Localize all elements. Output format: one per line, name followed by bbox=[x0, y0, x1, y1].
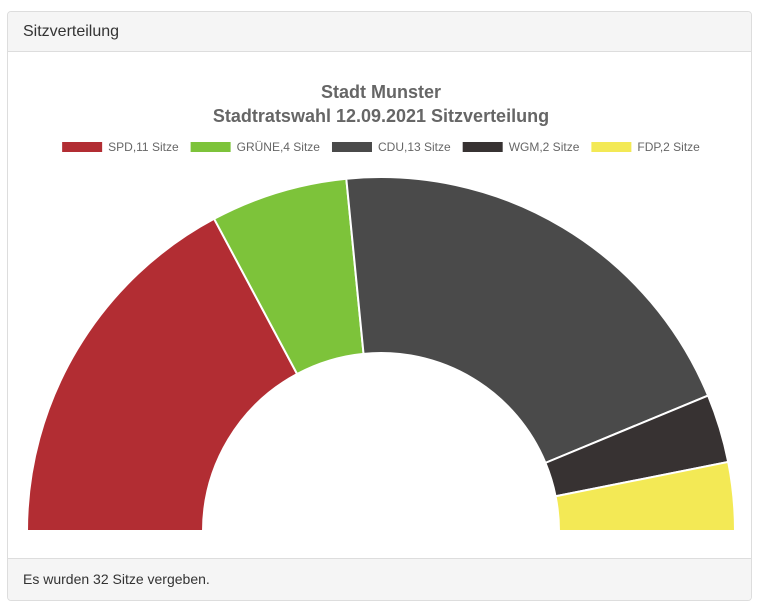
legend-item[interactable]: WGM,2 Sitze bbox=[462, 140, 580, 154]
chart-legend: SPD,11 Sitze GRÜNE,4 Sitze CDU,13 Sitze WGM… bbox=[62, 140, 700, 154]
legend-label: WGM,2 Sitze bbox=[509, 140, 580, 154]
chart-area: Stadt Munster Stadtratswahl 12.09.2021 S… bbox=[8, 52, 751, 559]
legend-item[interactable]: SPD,11 Sitze bbox=[62, 140, 179, 154]
chart-slice[interactable] bbox=[345, 176, 710, 465]
legend-label: SPD,11 Sitze bbox=[108, 140, 179, 154]
legend-swatch bbox=[331, 142, 372, 152]
panel-heading: Sitzverteilung bbox=[8, 12, 751, 52]
seat-distribution-panel: Sitzverteilung Stadt Munster Stadtratswa… bbox=[7, 11, 752, 601]
legend-item[interactable]: GRÜNE,4 Sitze bbox=[190, 140, 321, 154]
chart-slices bbox=[25, 176, 737, 532]
legend-item[interactable]: CDU,13 Sitze bbox=[331, 140, 451, 154]
legend-label: GRÜNE,4 Sitze bbox=[237, 140, 321, 154]
legend-item[interactable]: FDP,2 Sitze bbox=[591, 140, 700, 154]
legend-label: FDP,2 Sitze bbox=[637, 140, 700, 154]
legend-swatch bbox=[462, 142, 503, 152]
chart-slice[interactable] bbox=[25, 217, 299, 532]
panel-footer: Es wurden 32 Sitze vergeben. bbox=[8, 558, 751, 600]
legend-swatch bbox=[62, 142, 103, 152]
legend-swatch bbox=[591, 142, 632, 152]
chart-subtitle: Stadtratswahl 12.09.2021 Sitzverteilung bbox=[213, 106, 549, 126]
legend-swatch bbox=[190, 142, 231, 152]
chart-slice[interactable] bbox=[554, 460, 737, 532]
chart-title: Stadt Munster bbox=[321, 82, 441, 102]
seat-chart: Stadt Munster Stadtratswahl 12.09.2021 S… bbox=[25, 82, 737, 532]
legend-label: CDU,13 Sitze bbox=[378, 140, 451, 154]
